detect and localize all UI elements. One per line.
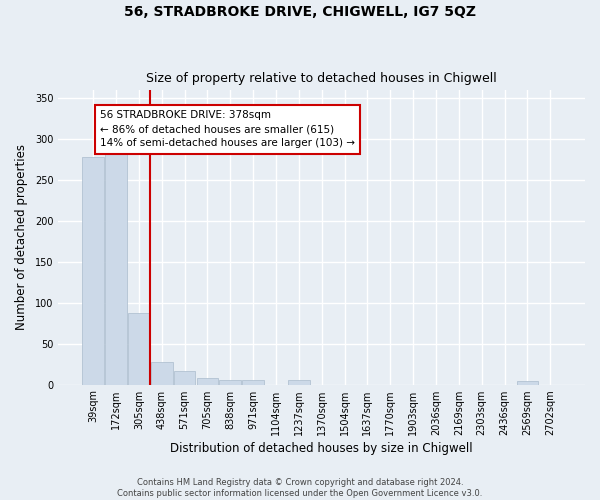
Bar	[517, 382, 538, 384]
Y-axis label: Number of detached properties: Number of detached properties	[15, 144, 28, 330]
Bar	[82, 157, 104, 384]
Text: Contains HM Land Registry data © Crown copyright and database right 2024.
Contai: Contains HM Land Registry data © Crown c…	[118, 478, 482, 498]
Bar	[128, 312, 150, 384]
Bar	[197, 378, 218, 384]
Bar	[288, 380, 310, 384]
Bar	[151, 362, 173, 384]
Bar	[105, 147, 127, 384]
Text: 56 STRADBROKE DRIVE: 378sqm
← 86% of detached houses are smaller (615)
14% of se: 56 STRADBROKE DRIVE: 378sqm ← 86% of det…	[100, 110, 355, 148]
Bar	[174, 370, 196, 384]
Title: Size of property relative to detached houses in Chigwell: Size of property relative to detached ho…	[146, 72, 497, 85]
Bar	[242, 380, 264, 384]
Text: 56, STRADBROKE DRIVE, CHIGWELL, IG7 5QZ: 56, STRADBROKE DRIVE, CHIGWELL, IG7 5QZ	[124, 5, 476, 19]
Bar	[220, 380, 241, 384]
X-axis label: Distribution of detached houses by size in Chigwell: Distribution of detached houses by size …	[170, 442, 473, 455]
